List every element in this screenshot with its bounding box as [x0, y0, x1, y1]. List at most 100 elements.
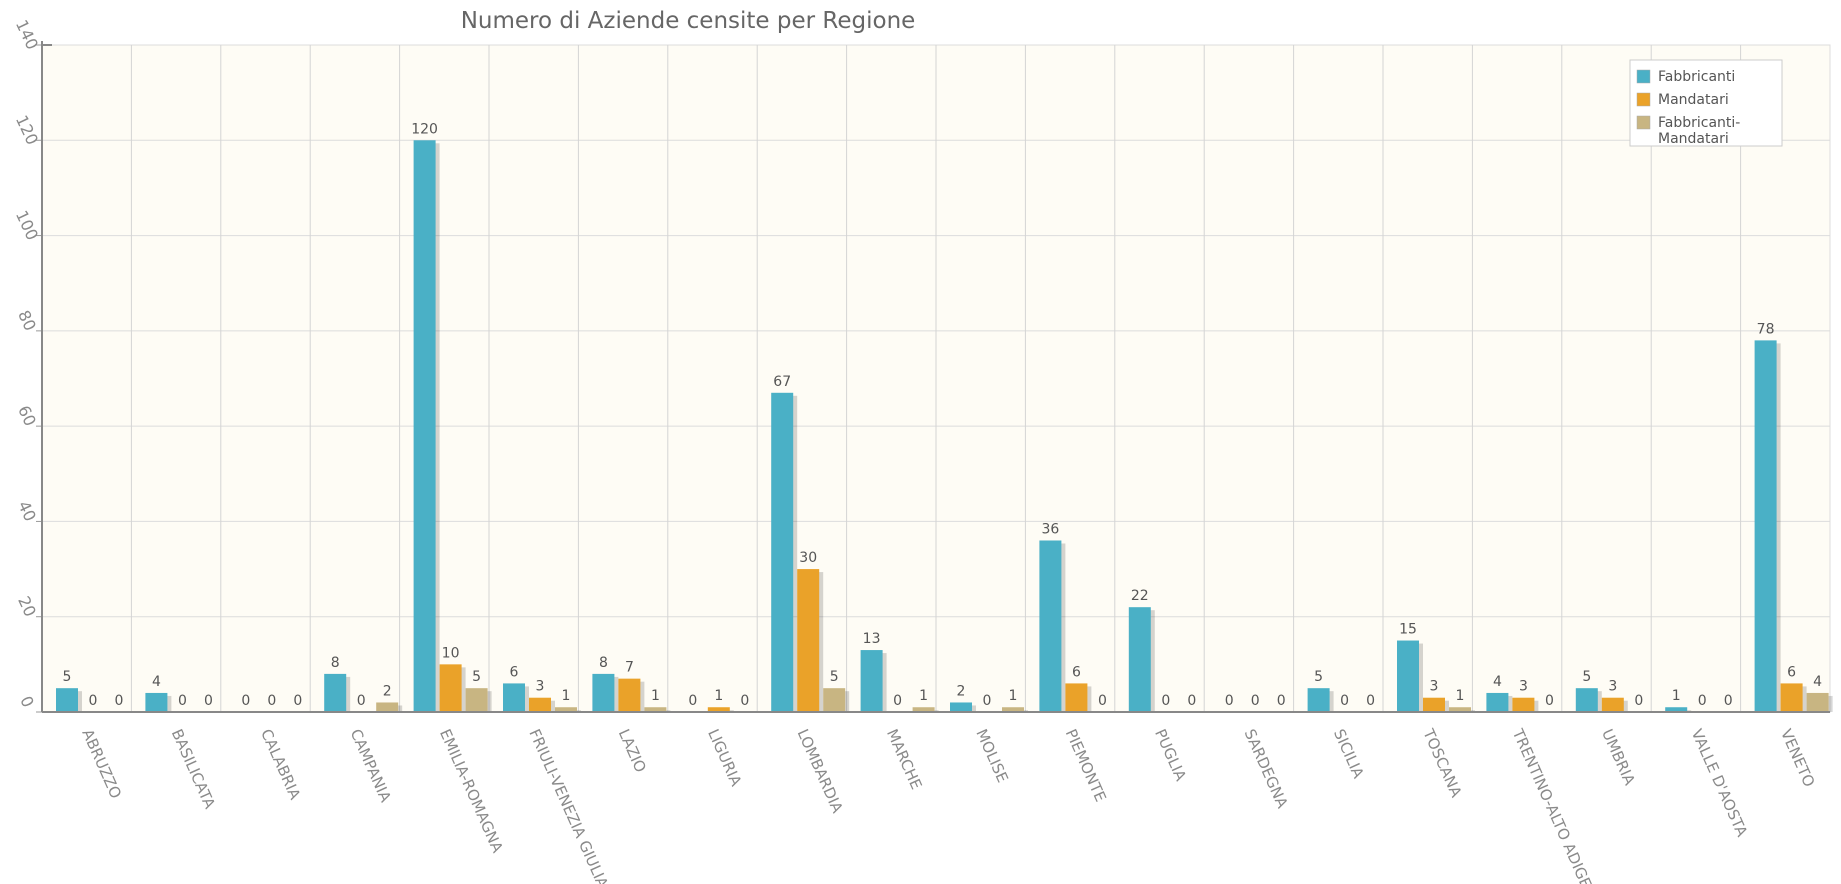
bar-fabbricanti-basilicata[interactable]	[145, 692, 168, 712]
data-label: 7	[625, 660, 634, 676]
data-label: 1	[1672, 688, 1681, 704]
data-label: 0	[1225, 693, 1234, 709]
x-tick-label-sicilia: SICILIA	[1330, 726, 1368, 781]
data-label: 0	[1340, 693, 1349, 709]
x-tick-label-sardegna: SARDEGNA	[1241, 726, 1292, 811]
bar-fabbricanti-mandatari-molise[interactable]	[1002, 707, 1024, 712]
legend-swatch-0	[1636, 69, 1651, 84]
bar-fabbricanti-molise[interactable]	[950, 702, 972, 712]
x-axis-ticks: ABRUZZO BASILICATA CALABRIA CAMPANIA EMILIA-…	[78, 725, 1818, 884]
data-label: 0	[178, 693, 187, 709]
bar-mandatari-emilia-romagna[interactable]	[439, 664, 462, 712]
legend-swatch-2	[1636, 115, 1651, 130]
bar-fabbricanti-mandatari-toscana[interactable]	[1449, 707, 1471, 712]
bar-fabbricanti-trentino-alto-adige[interactable]	[1486, 692, 1509, 712]
y-tick-label: 0	[16, 693, 38, 710]
bar-fabbricanti-abruzzo[interactable]	[56, 688, 78, 712]
data-label: 4	[1493, 674, 1502, 690]
data-label: 0	[357, 693, 366, 709]
x-tick-label-emilia-romagna: EMILIA-ROMAGNA	[436, 726, 507, 856]
data-label: 0	[204, 693, 213, 709]
data-label: 1	[562, 688, 571, 704]
bar-mandatari-lombardia[interactable]	[797, 569, 820, 712]
data-label: 1	[919, 688, 928, 704]
data-label: 30	[799, 550, 817, 566]
x-tick-label-basilicata: BASILICATA	[168, 726, 219, 812]
axes	[36, 41, 1830, 713]
x-tick-label-marche: MARCHE	[883, 726, 926, 792]
y-tick-label: 20	[14, 593, 40, 619]
bar-fabbricanti-veneto[interactable]	[1754, 340, 1777, 712]
bar-fabbricanti-puglia[interactable]	[1128, 607, 1151, 712]
legend-label-1: Mandatari	[1658, 92, 1729, 108]
data-label: 1	[714, 688, 723, 704]
bar-fabbricanti-mandatari-emilia-romagna[interactable]	[465, 688, 488, 712]
data-label: 5	[1582, 669, 1591, 685]
data-label: 6	[1787, 664, 1796, 680]
data-label: 1	[1456, 688, 1465, 704]
data-label: 1	[1009, 688, 1018, 704]
bar-mandatari-liguria[interactable]	[707, 707, 730, 712]
data-label: 0	[115, 693, 124, 709]
bar-fabbricanti-campania[interactable]	[324, 673, 347, 712]
x-tick-label-friuli-venezia-giulia: FRIULI-VENEZIA GIULIA	[525, 726, 612, 884]
data-label: 0	[893, 693, 902, 709]
data-label: 10	[442, 645, 460, 661]
data-label: 15	[1399, 622, 1417, 638]
data-label: 0	[1698, 693, 1707, 709]
grid-lines	[42, 44, 1830, 713]
data-label: 67	[773, 374, 791, 390]
data-label: 36	[1041, 521, 1059, 537]
x-tick-label-toscana: TOSCANA	[1419, 725, 1466, 800]
data-label: 5	[63, 669, 72, 685]
data-label: 0	[1366, 693, 1375, 709]
x-tick-label-campania: CAMPANIA	[347, 726, 395, 805]
x-tick-label-lazio: LAZIO	[615, 726, 650, 775]
bar-fabbricanti-mandatari-lombardia[interactable]	[823, 688, 846, 712]
bar-fabbricanti-mandatari-campania[interactable]	[376, 702, 399, 712]
bar-mandatari-umbria[interactable]	[1601, 697, 1624, 712]
data-label: 6	[510, 664, 519, 680]
y-tick-label: 80	[14, 307, 40, 333]
bar-fabbricanti-umbria[interactable]	[1575, 688, 1598, 712]
bar-mandatari-lazio[interactable]	[618, 678, 641, 712]
data-label: 78	[1757, 321, 1775, 337]
data-label: 0	[267, 693, 276, 709]
bar-mandatari-trentino-alto-adige[interactable]	[1512, 697, 1535, 712]
data-label: 0	[1277, 693, 1286, 709]
data-label: 0	[89, 693, 98, 709]
x-tick-label-molise: MOLISE	[972, 726, 1011, 785]
bar-fabbricanti-mandatari-marche[interactable]	[912, 707, 935, 712]
x-tick-label-liguria: LIGURIA	[704, 726, 745, 789]
data-label: 1	[651, 688, 660, 704]
data-label: 2	[383, 683, 392, 699]
bar-fabbricanti-valle-d-aosta[interactable]	[1665, 707, 1688, 712]
bar-fabbricanti-mandatari-veneto[interactable]	[1806, 692, 1829, 712]
bar-fabbricanti-mandatari-friuli-venezia-giulia[interactable]	[555, 707, 577, 712]
data-label: 4	[152, 674, 161, 690]
bar-fabbricanti-lombardia[interactable]	[771, 392, 794, 712]
bar-mandatari-piemonte[interactable]	[1065, 683, 1088, 712]
data-label: 5	[1314, 669, 1323, 685]
bar-fabbricanti-sicilia[interactable]	[1307, 688, 1330, 712]
data-label: 8	[599, 655, 608, 671]
data-label: 0	[1187, 693, 1196, 709]
data-label: 0	[983, 693, 992, 709]
data-label: 22	[1131, 588, 1149, 604]
bar-mandatari-veneto[interactable]	[1780, 683, 1803, 712]
bar-fabbricanti-friuli-venezia-giulia[interactable]	[503, 683, 525, 712]
bar-fabbricanti-marche[interactable]	[860, 650, 883, 712]
bar-fabbricanti-toscana[interactable]	[1397, 640, 1419, 712]
bar-mandatari-friuli-venezia-giulia[interactable]	[529, 697, 551, 712]
bar-fabbricanti-lazio[interactable]	[592, 673, 615, 712]
bar-fabbricanti-piemonte[interactable]	[1039, 540, 1062, 712]
data-label: 0	[1098, 693, 1107, 709]
bar-mandatari-toscana[interactable]	[1423, 697, 1445, 712]
legend-label-2-0: Fabbricanti-	[1658, 115, 1740, 131]
x-tick-label-lombardia: LOMBARDIA	[794, 726, 847, 816]
bar-fabbricanti-mandatari-lazio[interactable]	[644, 707, 667, 712]
data-label: 4	[1813, 674, 1822, 690]
bar-fabbricanti-emilia-romagna[interactable]	[413, 140, 436, 713]
y-tick-label: 140	[12, 17, 42, 53]
